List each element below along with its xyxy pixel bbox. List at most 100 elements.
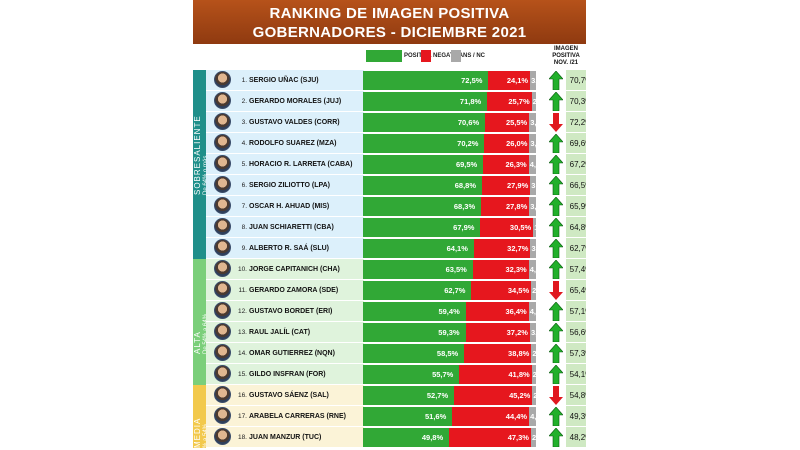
ranking-row: 13.RAUL JALÍL (CAT) 59,3%37,2%3,5 56,6%	[206, 322, 586, 343]
bar-positive: 68,8%	[363, 176, 483, 195]
ranking-row: 14.OMAR GUTIERREZ (NQN) 58,5%38,8%2,7 57,3…	[206, 343, 586, 364]
bar-positive: 67,9%	[363, 218, 481, 237]
legend-negative: NEGATIVA	[421, 50, 463, 62]
ranking-row: 15.GILDO INSFRAN (FOR) 55,7%41,8%2,5 54,1%	[206, 364, 586, 385]
previous-header-line2: POSITIVA	[552, 53, 580, 59]
ranking-row: 12.GUSTAVO BORDET (ERI) 59,4%36,4%4,2 57,1…	[206, 301, 586, 322]
previous-header: IMAGEN POSITIVA NOV. /21	[546, 46, 586, 67]
band-title: ALTA	[193, 331, 202, 354]
ranking-row: 6.SERGIO ZILIOTTO (LPA) 68,8%27,9%3,3 66,5…	[206, 175, 586, 196]
ranking-row: 18.JUAN MANZUR (TUC) 49,8%47,3%2,9 48,2%	[206, 427, 586, 448]
trend-up-arrow-icon	[549, 323, 563, 342]
rank-number: 1.	[241, 77, 247, 84]
previous-value: 54,8%	[566, 385, 586, 406]
bar-nsnc: 4,2	[528, 155, 536, 174]
bar-nsnc: 2,7	[531, 344, 536, 363]
governor-name: JUAN MANZUR (TUC)	[249, 434, 322, 441]
governor-avatar	[214, 92, 231, 109]
governor-name: GUSTAVO BORDET (ERI)	[249, 308, 333, 315]
row-background	[206, 112, 364, 133]
trend-down-arrow-icon	[549, 386, 563, 405]
bar-negative: 32,7%	[473, 239, 531, 258]
bar-nsnc: 3,9	[529, 113, 536, 132]
legend-positive-label: POSITIVA	[404, 53, 432, 59]
governor-name: GUSTAVO SÁENZ (SAL)	[249, 392, 329, 399]
ranking-row: 8.JUAN SCHIARETTI (CBA) 67,9%30,5%1,6 64,8…	[206, 217, 586, 238]
rank-number: 3.	[241, 119, 247, 126]
previous-value: 57,3%	[566, 343, 586, 364]
bar-nsnc: 2,9	[530, 428, 536, 447]
governor-avatar	[214, 344, 231, 361]
previous-value: 70,3%	[566, 91, 586, 112]
bar-positive: 58,5%	[363, 344, 465, 363]
row-background	[206, 364, 364, 385]
row-background	[206, 238, 364, 259]
bar-positive: 63,5%	[363, 260, 473, 279]
rank-number: 2.	[241, 98, 247, 105]
bar-positive: 64,1%	[363, 239, 474, 258]
rank-number: 7.	[241, 203, 247, 210]
governor-name: GUSTAVO VALDES (CORR)	[249, 119, 340, 126]
rank-number: 15.	[237, 371, 247, 378]
ranking-row: 16.GUSTAVO SÁENZ (SAL) 52,7%45,2%2,1 54,8%	[206, 385, 586, 406]
bar-negative: 44,4%	[452, 407, 530, 426]
bar-nsnc: 4,0	[529, 407, 536, 426]
row-background	[206, 259, 364, 280]
previous-value: 48,2%	[566, 427, 586, 448]
row-background	[206, 175, 364, 196]
bar-nsnc: 3,4	[530, 71, 536, 90]
trend-up-arrow-icon	[549, 92, 563, 111]
legend-swatch-nsnc	[451, 50, 461, 62]
bar-positive: 68,3%	[363, 197, 482, 216]
previous-value: 70,7%	[566, 70, 586, 91]
bar-negative: 32,3%	[472, 260, 529, 279]
governor-name: GERARDO ZAMORA (SDE)	[249, 287, 339, 294]
governor-name: RAUL JALÍL (CAT)	[249, 329, 311, 336]
ranking-row: 4.RODOLFO SUAREZ (MZA) 70,2%26,0%3,8 69,6%	[206, 133, 586, 154]
previous-value: 64,8%	[566, 217, 586, 238]
trend-up-arrow-icon	[549, 176, 563, 195]
bar-negative: 47,3%	[449, 428, 531, 447]
governor-avatar	[214, 323, 231, 340]
rank-number: 14.	[237, 350, 247, 357]
governor-avatar	[214, 176, 231, 193]
rank-number: 17.	[237, 413, 247, 420]
band-title: MEDIA	[193, 417, 202, 448]
bar-negative: 24,1%	[488, 71, 531, 90]
previous-value: 65,4%	[566, 280, 586, 301]
governor-name: GERARDO MORALES (JUJ)	[249, 98, 342, 105]
previous-value: 65,9%	[566, 196, 586, 217]
ranking-row: 11.GERARDO ZAMORA (SDE) 62,7%34,5%2,8 65,4…	[206, 280, 586, 301]
band-title: SOBRESALIENTE	[193, 115, 202, 195]
ranking-row: 10.JORGE CAPITANICH (CHA) 63,5%32,3%4,2 57…	[206, 259, 586, 280]
previous-value: 72,2%	[566, 112, 586, 133]
ranking-row: 3.GUSTAVO VALDES (CORR) 70,6%25,5%3,9 72,2…	[206, 112, 586, 133]
bar-nsnc: 3,8	[529, 134, 536, 153]
governor-avatar	[214, 197, 231, 214]
bar-negative: 36,4%	[465, 302, 529, 321]
governor-name: GILDO INSFRAN (FOR)	[249, 371, 326, 378]
ranking-row: 2.GERARDO MORALES (JUJ) 71,8%25,7%2,5 70,3…	[206, 91, 586, 112]
governor-avatar	[214, 134, 231, 151]
governor-name: ARABELA CARRERAS (RNE)	[249, 413, 346, 420]
previous-value: 49,3%	[566, 406, 586, 427]
ranking-row: 17.ARABELA CARRERAS (RNE) 51,6%44,4%4,0 49…	[206, 406, 586, 427]
bar-nsnc: 4,2	[528, 302, 536, 321]
bar-positive: 59,4%	[363, 302, 466, 321]
bar-positive: 70,6%	[363, 113, 486, 132]
legend-nsnc-label: NS / NC	[463, 53, 486, 59]
previous-value: 56,6%	[566, 322, 586, 343]
chart-subtitle: GOBERNADORES - DICIEMBRE 2021	[252, 24, 527, 41]
bar-negative: 27,8%	[481, 197, 530, 216]
governor-name: OSCAR H. AHUAD (MIS)	[249, 203, 330, 210]
rank-number: 10.	[237, 266, 247, 273]
ranking-row: 7.OSCAR H. AHUAD (MIS) 68,3%27,8%3,9 65,9%	[206, 196, 586, 217]
governor-name: JUAN SCHIARETTI (CBA)	[249, 224, 334, 231]
legend-swatch-negative	[421, 50, 431, 62]
governor-avatar	[214, 407, 231, 424]
ranking-row: 9.ALBERTO R. SAÁ (SLU) 64,1%32,7%3,2 62,7%	[206, 238, 586, 259]
legend-swatch-positive	[366, 50, 402, 62]
rank-number: 5.	[241, 161, 247, 168]
trend-up-arrow-icon	[549, 365, 563, 384]
governor-name: RODOLFO SUAREZ (MZA)	[249, 140, 337, 147]
